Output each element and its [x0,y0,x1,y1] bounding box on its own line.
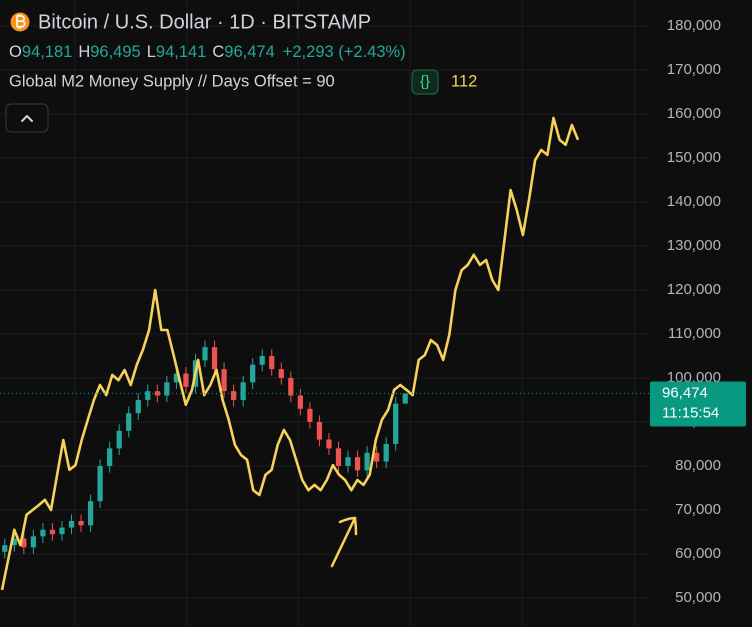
y-tick-label: 60,000 [675,545,721,562]
y-tick-label: 110,000 [668,325,721,342]
candle-body [183,373,189,387]
y-tick-label: 70,000 [675,501,721,518]
candle-body [250,364,256,383]
collapse-button[interactable] [5,103,49,133]
horizontal-grid [0,25,650,599]
candle-body [126,413,132,431]
candle-body [211,347,218,370]
ohlc-key: L [147,43,156,61]
candle-body [230,391,237,400]
candle-body [221,369,227,392]
indicator-line [0,116,580,591]
indicator-value: 112 [451,72,477,90]
candle-body [107,448,113,466]
candle-body [59,527,65,535]
candle-body [173,373,180,383]
vertical-grid [74,0,636,627]
candle-body [2,545,8,552]
symbol-icon [10,12,30,32]
y-tick-label: 120,000 [667,281,721,298]
plot [0,116,650,591]
candle-body [297,395,303,409]
candle-body [154,391,160,396]
candle-body [145,391,151,400]
candle-body [49,529,56,535]
collapse-button-box[interactable] [5,103,49,133]
y-tick-label: 170,000 [667,61,721,78]
ohlc-legend: O94,181 H96,495 L94,141 C96,474 +2,293 (+2.4… [9,43,406,61]
candle-body [307,408,313,422]
candle-body [288,377,294,396]
ohlc-value: 94,181 [22,43,72,61]
candle-body [402,393,408,404]
candle-body [345,457,351,466]
candle-body [335,448,342,466]
y-tick-label: 80,000 [675,457,721,474]
y-tick-label: 180,000 [667,17,721,34]
candle-body [11,538,17,546]
ohlc-key: O [9,43,22,61]
ohlc-key: C [212,43,224,61]
candle-body [374,452,380,462]
candle-body [87,501,94,526]
candle-body [316,421,323,440]
candle-body [21,538,27,548]
candle-body [135,399,141,414]
y-tick-label: 140,000 [667,193,721,210]
candle-body [393,403,399,444]
y-tick-label: 130,000 [667,237,721,254]
ohlc-value: 94,141 [156,43,206,61]
ohlc-value: 96,495 [90,43,140,61]
candle-body [240,382,246,400]
candle-body [30,536,36,548]
last-price-box [650,381,746,427]
indicator-badge-box[interactable] [411,69,439,95]
candle-body [383,443,389,462]
y-tick-label: 160,000 [667,105,721,122]
candle-body [326,439,332,449]
chart-title: Bitcoin / U.S. Dollar · 1D · BITSTAMP [38,11,371,33]
candle-body [40,529,46,537]
indicator-name: Global M2 Money Supply // Days Offset = … [9,72,335,90]
candle-body [259,355,265,365]
candle-body [78,520,84,526]
indicator-badge[interactable]: {} [420,73,430,90]
candle-body [164,382,170,396]
annotation-arrow [330,516,358,568]
ohlc-key: H [78,43,90,61]
countdown-label: 11:15:54 [662,404,719,421]
last-price-label: 96,474 [662,384,708,401]
candle-body [202,347,208,361]
candle-body [97,465,103,502]
candle-body [269,355,275,370]
candle-body [364,452,370,471]
last-price-marker: 96,474 11:15:54 [650,381,746,427]
y-tick-label: 50,000 [675,589,721,606]
candle-body [278,369,284,378]
price-change: +2,293 (+2.43%) [283,43,406,61]
bitcoin-glyph [16,14,26,29]
ohlc-value: 96,474 [224,43,274,61]
candle-body [68,520,75,528]
candle-body [116,430,122,449]
chevron-up[interactable] [21,115,33,122]
y-tick-label: 150,000 [667,149,721,166]
candle-body [354,457,361,471]
